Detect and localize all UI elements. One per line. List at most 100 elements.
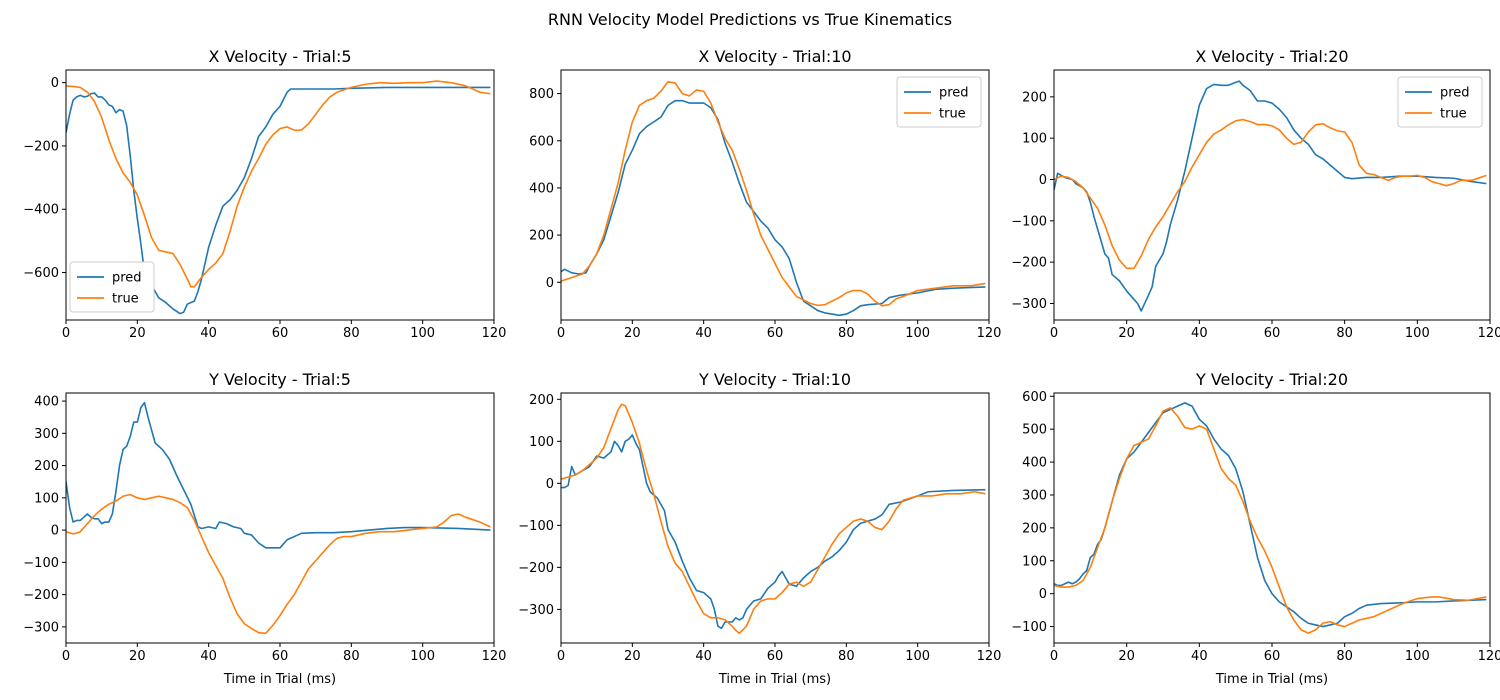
subplot-5: Y Velocity - Trial:10 0 20 40 60 80 100 120 200 1…	[518, 370, 1001, 687]
x-tick-label: 60	[767, 326, 784, 341]
x-tick-label: 100	[410, 326, 435, 341]
x-tick-label: 100	[410, 649, 435, 664]
x-tick-label: 120	[482, 649, 507, 664]
y-tick-label: −600	[23, 266, 59, 281]
x-tick-label: 0	[1050, 326, 1058, 341]
y-tick-label: 800	[529, 87, 554, 102]
x-tick-label: 20	[129, 649, 146, 664]
y-tick-label: −100	[23, 556, 59, 571]
x-axis-label: Time in Trial (ms)	[1215, 672, 1328, 687]
axes-frame	[1053, 69, 1491, 321]
axes-frame	[1053, 392, 1491, 644]
x-tick-label: 120	[977, 326, 1002, 341]
axes-frame	[65, 69, 495, 321]
x-tick-label: 0	[557, 649, 565, 664]
y-tick-label: 100	[1022, 554, 1047, 569]
y-tick-label: 200	[34, 459, 59, 474]
axes-frame	[560, 392, 990, 644]
x-tick-label: 0	[62, 649, 70, 664]
y-tick-label: 200	[529, 393, 554, 408]
y-tick-label: 200	[1022, 521, 1047, 536]
subplot-title: Y Velocity - Trial:20	[1195, 370, 1348, 389]
x-tick-label: 60	[1264, 649, 1281, 664]
subplot-4: Y Velocity - Trial:5 0 20 40 60 80 100 120 400 30…	[23, 370, 506, 687]
legend-label-true: true	[112, 292, 139, 307]
y-tick-label: 600	[1022, 390, 1047, 405]
x-tick-label: 20	[1118, 326, 1135, 341]
series-line-pred	[1054, 402, 1487, 628]
subplot-2: X Velocity - Trial:10 0 20 40 60 80 100 120 0 200…	[529, 47, 1001, 341]
x-axis-label: Time in Trial (ms)	[718, 672, 831, 687]
legend-label-pred: pred	[112, 271, 142, 286]
series-line-true	[561, 80, 986, 307]
y-tick-label: 0	[546, 276, 554, 291]
legend-box	[69, 261, 155, 313]
y-tick-label: −200	[23, 588, 59, 603]
y-tick-label: −300	[23, 620, 59, 635]
x-tick-label: 100	[905, 649, 930, 664]
series-line-true	[1054, 118, 1487, 270]
x-tick-label: 20	[129, 326, 146, 341]
axes-frame	[560, 69, 990, 321]
x-tick-label: 40	[695, 326, 712, 341]
x-tick-label: 80	[343, 649, 360, 664]
y-tick-label: −300	[1011, 297, 1047, 312]
y-tick-label: 200	[1022, 90, 1047, 105]
x-tick-label: 60	[272, 326, 289, 341]
x-tick-label: 80	[343, 326, 360, 341]
series-line-pred	[1054, 80, 1487, 312]
x-tick-label: 60	[272, 649, 289, 664]
x-tick-label: 40	[200, 649, 217, 664]
y-tick-label: 500	[1022, 423, 1047, 438]
x-tick-label: 100	[1405, 326, 1430, 341]
x-axis-label: Time in Trial (ms)	[223, 672, 336, 687]
x-tick-label: 120	[977, 649, 1002, 664]
x-tick-label: 100	[1405, 649, 1430, 664]
series-line-pred	[66, 86, 491, 315]
y-tick-label: −200	[23, 139, 59, 154]
y-tick-label: −200	[1011, 256, 1047, 271]
x-tick-label: 20	[624, 326, 641, 341]
series-line-true	[1054, 407, 1487, 634]
axes-frame	[65, 392, 495, 644]
x-tick-label: 80	[1336, 326, 1353, 341]
figure-title: RNN Velocity Model Predictions vs True K…	[547, 10, 953, 29]
y-tick-label: 0	[1039, 173, 1047, 188]
x-tick-label: 0	[1050, 649, 1058, 664]
subplot-6: Y Velocity - Trial:20 0 20 40 60 80 100 120 600 5…	[1011, 370, 1500, 687]
y-tick-label: 200	[529, 229, 554, 244]
legend-label-pred: pred	[1440, 86, 1470, 101]
series-line-true	[66, 493, 491, 635]
x-tick-label: 80	[1336, 649, 1353, 664]
legend-label-true: true	[1440, 107, 1467, 122]
x-tick-label: 120	[482, 326, 507, 341]
x-tick-label: 100	[905, 326, 930, 341]
legend-label-true: true	[939, 107, 966, 122]
series-line-pred	[561, 434, 986, 630]
legend: pred true	[69, 261, 155, 313]
x-tick-label: 80	[838, 649, 855, 664]
x-tick-label: 40	[1191, 649, 1208, 664]
y-tick-label: −300	[518, 603, 554, 618]
subplot-title: Y Velocity - Trial:5	[208, 370, 351, 389]
x-tick-label: 120	[1478, 649, 1500, 664]
legend-label-pred: pred	[939, 86, 969, 101]
y-tick-label: 100	[529, 435, 554, 450]
subplot-title: X Velocity - Trial:5	[208, 47, 351, 66]
y-tick-label: −100	[1011, 620, 1047, 635]
series-line-true	[66, 80, 491, 288]
x-tick-label: 20	[1118, 649, 1135, 664]
x-tick-label: 40	[1191, 326, 1208, 341]
y-tick-label: 400	[1022, 456, 1047, 471]
x-tick-label: 0	[557, 326, 565, 341]
y-tick-label: 300	[34, 427, 59, 442]
subplot-title: Y Velocity - Trial:10	[698, 370, 851, 389]
y-tick-label: 100	[34, 491, 59, 506]
y-tick-label: 0	[1039, 587, 1047, 602]
y-tick-label: 400	[34, 395, 59, 410]
x-tick-label: 40	[695, 649, 712, 664]
subplot-title: X Velocity - Trial:20	[1195, 47, 1348, 66]
series-line-true	[561, 403, 986, 635]
legend-box	[1397, 76, 1483, 128]
